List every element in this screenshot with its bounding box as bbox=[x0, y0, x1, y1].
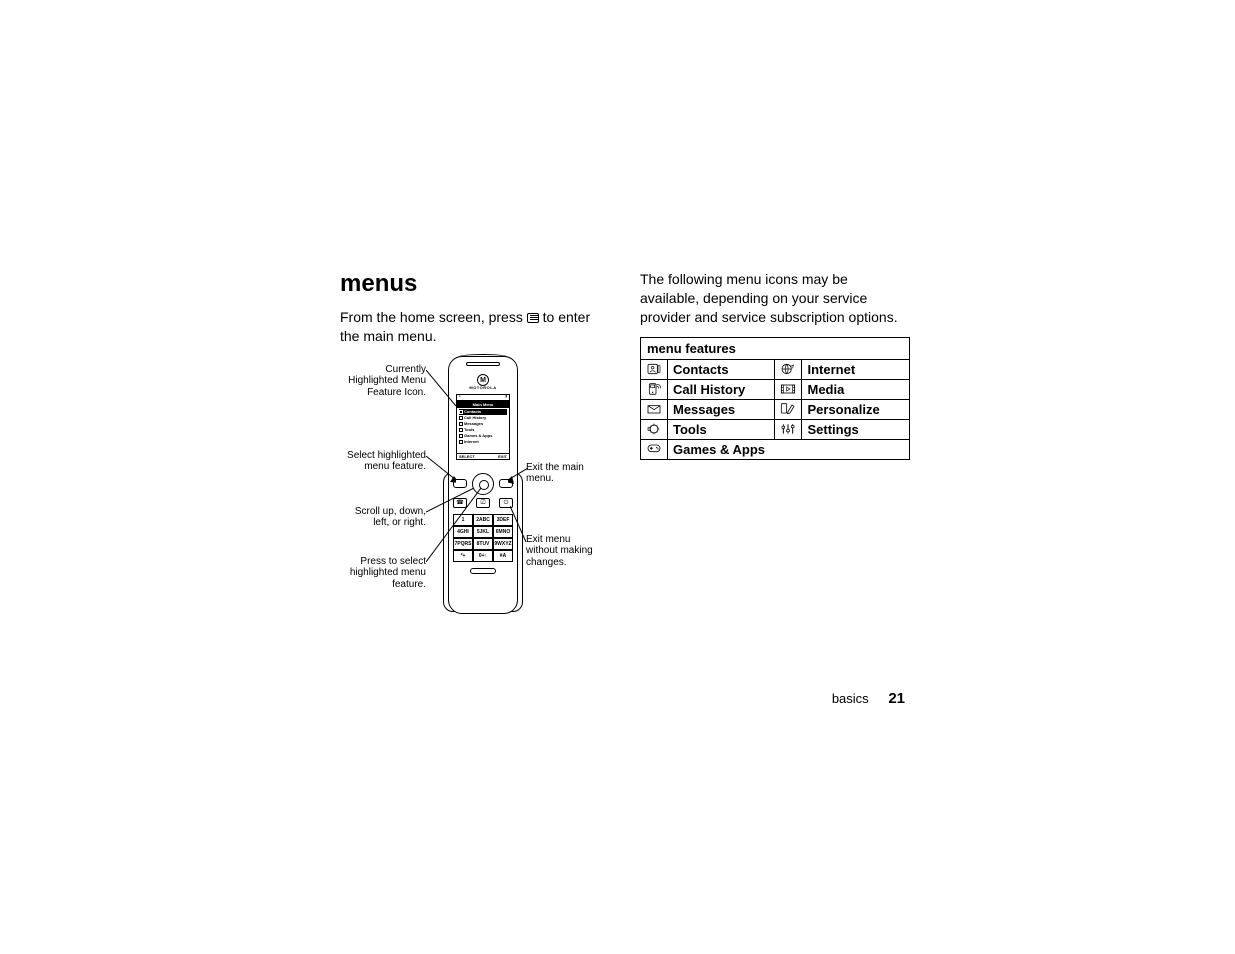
personalize-icon bbox=[775, 399, 802, 419]
settings-icon bbox=[775, 419, 802, 439]
internet-icon bbox=[775, 359, 802, 379]
callout-lead bbox=[508, 468, 528, 484]
contacts-icon bbox=[641, 359, 668, 379]
table-cell: Messages bbox=[668, 399, 775, 419]
menu-item-label: Internet bbox=[464, 439, 479, 445]
status-signal-icon: ⦀ bbox=[459, 395, 460, 400]
tools-icon bbox=[641, 419, 668, 439]
media-icon bbox=[775, 379, 802, 399]
callout-exit-main: Exit the main menu. bbox=[526, 462, 596, 485]
phone-softkey-left-label: SELECT bbox=[459, 454, 475, 459]
menu-features-table: menu features Contacts Internet Call His… bbox=[640, 337, 910, 460]
footer-section: basics bbox=[832, 691, 869, 706]
phone-diagram: M MOTOROLA ⦀ ▮ Main Menu Contacts Call H… bbox=[340, 356, 610, 636]
right-intro-text: The following menu icons may be availabl… bbox=[640, 270, 910, 327]
phone-antenna bbox=[458, 354, 508, 360]
phone-earpiece bbox=[466, 362, 500, 366]
key-hash: #A bbox=[493, 550, 513, 562]
callout-exit-no-save: Exit menu without making changes. bbox=[526, 534, 596, 569]
callout-select-highlighted: Select highlighted menu feature. bbox=[340, 450, 426, 473]
intro-before: From the home screen, press bbox=[340, 309, 527, 325]
section-heading: menus bbox=[340, 270, 610, 298]
table-cell: Games & Apps bbox=[668, 439, 910, 459]
phone-logo: M bbox=[477, 374, 489, 386]
table-cell: Contacts bbox=[668, 359, 775, 379]
menu-item-icon bbox=[459, 422, 463, 426]
menu-key-icon bbox=[527, 313, 539, 323]
callout-lead bbox=[426, 488, 481, 566]
phone-brand: MOTOROLA bbox=[460, 386, 506, 391]
footer-page-number: 21 bbox=[888, 690, 905, 707]
phone-softkey-bar: SELECT EXIT bbox=[457, 453, 509, 459]
phone-softkey-right-label: EXIT bbox=[498, 454, 507, 459]
menu-item-icon bbox=[459, 440, 463, 444]
status-battery-icon: ▮ bbox=[505, 395, 507, 400]
table-cell: Tools bbox=[668, 419, 775, 439]
table-cell: Media bbox=[802, 379, 910, 399]
menu-item-icon bbox=[459, 416, 463, 420]
intro-text: From the home screen, press to enter the… bbox=[340, 308, 610, 346]
table-cell: Call History bbox=[668, 379, 775, 399]
menu-item-icon bbox=[459, 428, 463, 432]
call-history-icon bbox=[641, 379, 668, 399]
callout-highlighted-icon: Currently Highlighted Menu Feature Icon. bbox=[340, 364, 426, 399]
callout-lead bbox=[426, 370, 456, 410]
menu-item-icon bbox=[459, 434, 463, 438]
table-header: menu features bbox=[641, 337, 910, 359]
callout-lead bbox=[510, 506, 528, 546]
phone-screen: ⦀ ▮ Main Menu Contacts Call History Mess… bbox=[456, 394, 510, 460]
phone-menu-item: Internet bbox=[459, 439, 507, 445]
callout-lead bbox=[426, 456, 456, 486]
callout-scroll: Scroll up, down, left, or right. bbox=[340, 506, 426, 529]
menu-item-icon bbox=[459, 410, 463, 414]
table-cell: Settings bbox=[802, 419, 910, 439]
messages-icon bbox=[641, 399, 668, 419]
callout-press-select: Press to select highlighted menu feature… bbox=[340, 556, 426, 591]
games-apps-icon bbox=[641, 439, 668, 459]
table-cell: Internet bbox=[802, 359, 910, 379]
table-cell: Personalize bbox=[802, 399, 910, 419]
phone-menu-list: Contacts Call History Messages Tools Gam… bbox=[457, 408, 509, 446]
phone-bottom-button bbox=[470, 568, 496, 574]
phone-screen-title: Main Menu bbox=[457, 401, 509, 408]
page-footer: basics 21 bbox=[832, 690, 905, 707]
